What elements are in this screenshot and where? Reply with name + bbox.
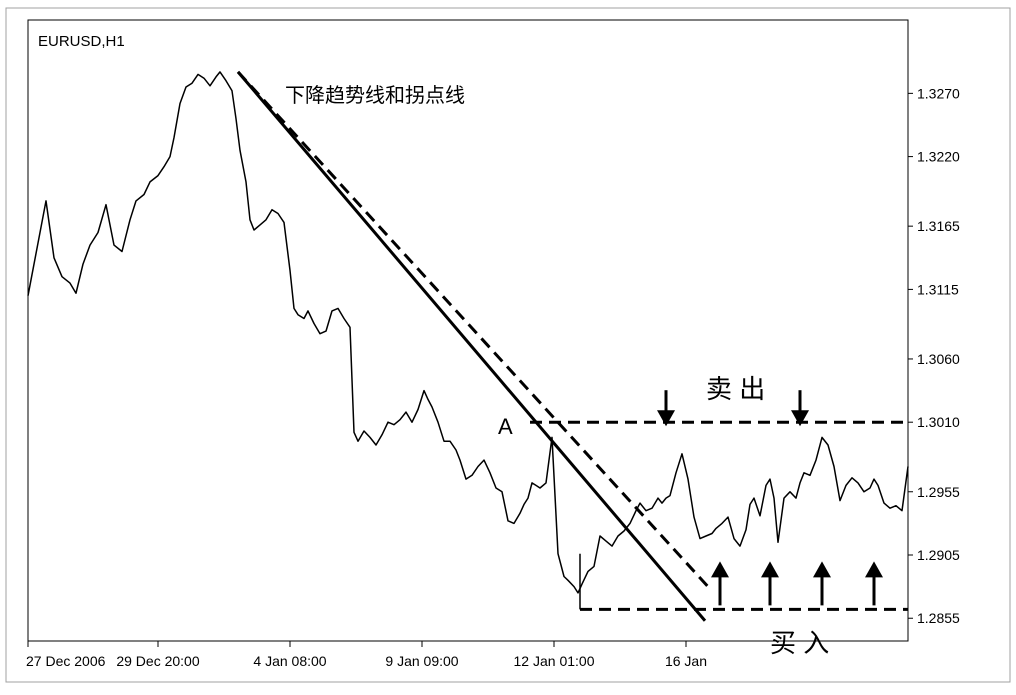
- horizontal-levels: [530, 420, 908, 611]
- price-series: [27, 71, 909, 594]
- buy-arrow-head: [865, 561, 883, 578]
- pivot-line: [236, 70, 710, 588]
- trendlines: [236, 70, 710, 622]
- x-tick-label: 12 Jan 01:00: [514, 653, 595, 669]
- y-axis: 1.3270 1.3220 1.3165 1.3115 1.3060 1.3010 1.29…: [908, 85, 960, 626]
- buy-arrow-head: [761, 561, 779, 578]
- point-a-label: A: [498, 414, 513, 439]
- downtrend-line: [236, 70, 707, 622]
- buy-annotation: 买 入: [770, 628, 829, 658]
- y-tick-label: 1.3010: [917, 414, 960, 430]
- y-tick-label: 1.3115: [917, 281, 959, 297]
- sell-annotation: 卖 出: [706, 374, 765, 404]
- trend-annotation: 下降趋势线和拐点线: [285, 84, 465, 107]
- buy-arrow-head: [813, 561, 831, 578]
- x-tick-label: 16 Jan: [665, 653, 707, 669]
- y-tick-label: 1.2855: [917, 610, 960, 626]
- price-line: [27, 71, 909, 594]
- y-tick-label: 1.2905: [917, 547, 960, 563]
- x-tick-label: 27 Dec 2006: [26, 653, 106, 669]
- x-tick-label: 9 Jan 09:00: [385, 653, 458, 669]
- sell-arrow-head: [657, 410, 675, 427]
- signal-arrows: [657, 390, 883, 606]
- y-tick-label: 1.3220: [917, 149, 960, 165]
- buy-arrow-head: [711, 561, 729, 578]
- x-axis: 27 Dec 2006 29 Dec 20:00 4 Jan 08:00 9 Jan …: [26, 641, 707, 669]
- chart-title: EURUSD,H1: [38, 33, 125, 50]
- y-tick-label: 1.2955: [917, 484, 960, 500]
- y-tick-label: 1.3165: [917, 218, 960, 234]
- x-tick-label: 4 Jan 08:00: [253, 653, 326, 669]
- plot-area: [27, 19, 909, 642]
- x-tick-label: 29 Dec 20:00: [116, 653, 199, 669]
- y-tick-label: 1.3060: [917, 351, 960, 367]
- y-tick-label: 1.3270: [917, 85, 960, 101]
- sell-arrow-head: [791, 410, 809, 427]
